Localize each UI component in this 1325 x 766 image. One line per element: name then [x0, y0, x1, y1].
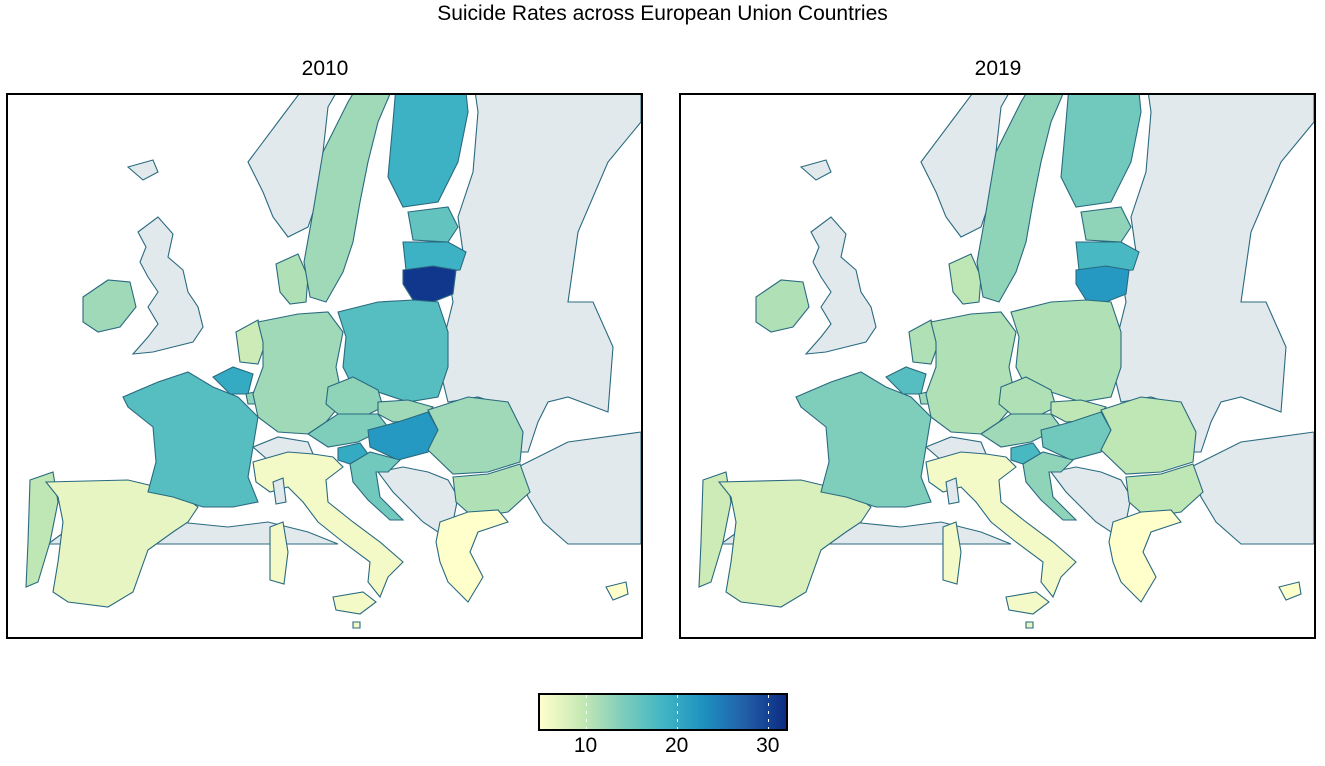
country-czechia-2019[interactable] [998, 376, 1057, 418]
country-france-2019[interactable] [795, 371, 932, 508]
colorbar [538, 693, 788, 731]
panel-title-2019: 2019 [974, 57, 1022, 80]
country-cyprus-2019[interactable] [1278, 581, 1302, 601]
map-svg-2010 [8, 95, 641, 637]
country-germany-2019[interactable] [925, 311, 1017, 435]
country-malta-2010[interactable] [352, 621, 361, 629]
figure-title: Suicide Rates across European Union Coun… [437, 2, 888, 25]
country-ireland-2019[interactable] [755, 279, 810, 333]
country-netherlands-2010[interactable] [235, 319, 267, 365]
country-malta-2019[interactable] [1025, 621, 1034, 629]
country-poland-2019[interactable] [1010, 299, 1122, 403]
country-bulgaria-2019[interactable] [1125, 463, 1204, 518]
legend-tick-20: 20 [664, 734, 689, 757]
non-eu-region-iceland [126, 159, 159, 181]
color-legend [538, 693, 788, 731]
country-romania-2010[interactable] [427, 396, 524, 475]
country-corsica-2010[interactable] [272, 477, 287, 505]
country-lithuania-2019[interactable] [1075, 265, 1130, 303]
legend-tick-10: 10 [573, 734, 598, 757]
non-eu-region-turkey [517, 431, 641, 545]
country-france-2010[interactable] [122, 371, 259, 508]
country-romania-2019[interactable] [1100, 396, 1197, 475]
country-sweden-2019[interactable] [976, 95, 1066, 303]
country-germany-2010[interactable] [252, 311, 344, 435]
country-finland-2019[interactable] [1060, 95, 1142, 208]
non-eu-region-uk [131, 216, 204, 355]
country-italy-sicily-2019[interactable] [1005, 591, 1050, 615]
country-czechia-2010[interactable] [325, 376, 384, 418]
country-greece-2019[interactable] [1108, 509, 1182, 603]
country-italy-sicily-2010[interactable] [332, 591, 377, 615]
legend-tick-30: 30 [756, 734, 780, 757]
country-poland-2010[interactable] [337, 299, 449, 403]
non-eu-region-iceland [799, 159, 832, 181]
country-sweden-2010[interactable] [303, 95, 393, 303]
country-greece-2010[interactable] [435, 509, 509, 603]
map-svg-2019 [681, 95, 1314, 637]
country-cyprus-2010[interactable] [605, 581, 629, 601]
non-eu-region-norway [920, 95, 1009, 238]
map-panel-2019 [679, 93, 1316, 639]
legend-tick-mark-20 [676, 695, 678, 729]
legend-tick-mark-10 [585, 695, 587, 729]
country-croatia-2010[interactable] [349, 451, 405, 521]
country-bulgaria-2010[interactable] [452, 463, 531, 518]
country-italy-2019[interactable] [925, 451, 1077, 599]
country-portugal-2010[interactable] [25, 471, 59, 588]
country-estonia-2019[interactable] [1080, 206, 1132, 243]
country-corsica-2019[interactable] [945, 477, 960, 505]
non-eu-region-norway [247, 95, 336, 238]
panel-title-2010: 2010 [301, 57, 349, 80]
legend-tick-mark-30 [767, 695, 769, 729]
country-belgium-2010[interactable] [212, 366, 254, 395]
country-italy-sardinia-2010[interactable] [269, 521, 289, 585]
country-croatia-2019[interactable] [1022, 451, 1078, 521]
non-eu-region-turkey [1190, 431, 1314, 545]
country-estonia-2010[interactable] [407, 206, 459, 243]
country-ireland-2010[interactable] [82, 279, 137, 333]
country-italy-2010[interactable] [252, 451, 404, 599]
country-netherlands-2019[interactable] [908, 319, 940, 365]
country-denmark-2019[interactable] [948, 253, 982, 305]
map-panel-2010 [6, 93, 643, 639]
country-belgium-2019[interactable] [885, 366, 927, 395]
country-italy-sardinia-2019[interactable] [942, 521, 962, 585]
non-eu-region-uk [804, 216, 877, 355]
country-finland-2010[interactable] [387, 95, 469, 208]
country-denmark-2010[interactable] [275, 253, 309, 305]
country-portugal-2019[interactable] [698, 471, 732, 588]
country-lithuania-2010[interactable] [402, 265, 457, 303]
